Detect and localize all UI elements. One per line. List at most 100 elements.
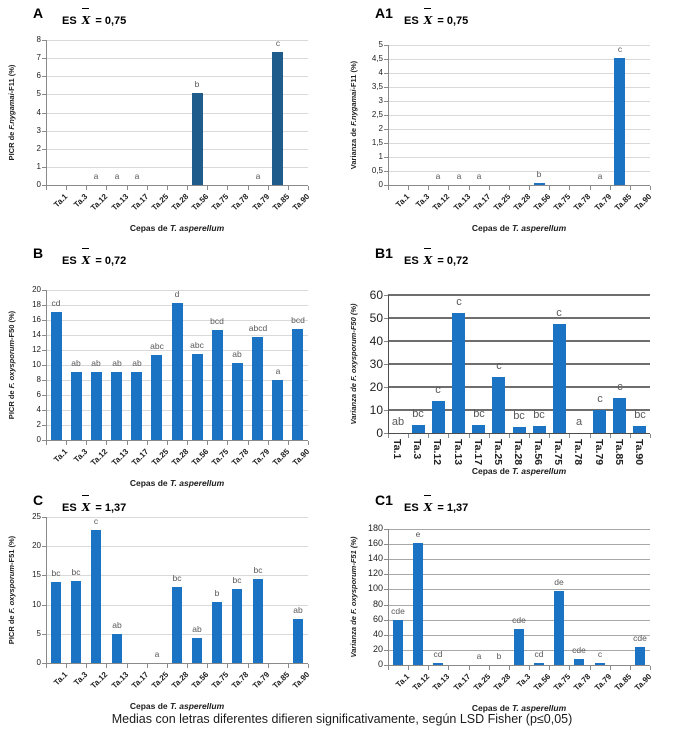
x-tick-label: Ta.85 [613,439,625,466]
gridline [388,529,650,530]
x-tick-mark [106,664,107,668]
x-tick-label: Ta.1 [391,439,403,460]
gridline [46,40,308,41]
bar-ta-90 [293,619,303,663]
significance-letter: a [575,416,583,428]
x-tick-mark [127,441,128,445]
y-tick-label: 12 [32,345,41,354]
y-axis-line [388,45,389,186]
y-tick-mark [42,149,46,150]
gridline [388,101,650,102]
x-tick-mark [187,664,188,668]
significance-letter: ab [91,358,101,368]
bar-ta-90 [292,329,303,440]
panel-label: A1 [375,5,393,21]
x-tick-mark [288,664,289,668]
bar-ta-56 [534,663,544,665]
gridline [46,575,308,576]
standard-error-label: ES X = 0,75 [404,14,469,27]
y-tick-label: 0 [376,426,383,440]
panel-label: B1 [375,245,393,261]
x-tick-mark [569,666,570,670]
gridline [388,589,650,590]
x-tick-mark [549,186,550,190]
x-tick-mark [529,434,530,438]
y-tick-mark [384,635,388,636]
y-tick-mark [42,58,46,59]
significance-letter: bc [71,567,81,577]
y-axis-line [388,295,389,434]
x-tick-mark [630,186,631,190]
y-tick-label: 0 [377,659,383,669]
y-tick-label: 1,5 [371,138,383,147]
bar-ta-75 [554,591,564,665]
x-tick-mark [248,186,249,190]
y-tick-label: 16 [32,315,41,324]
bar-ta-13 [112,634,122,663]
x-tick-mark [448,666,449,670]
bar-ta-25 [492,377,505,433]
y-tick-mark [384,59,388,60]
y-tick-label: 4 [36,108,41,117]
y-tick-label: 4 [36,405,41,414]
significance-letter: cde [512,615,526,625]
x-tick-mark [529,186,530,190]
x-tick-mark [106,186,107,190]
y-tick-mark [384,87,388,88]
x-axis-title: Cepas de T. asperellum [129,223,225,233]
significance-letter: e [415,529,421,539]
bar-ta-56 [533,426,546,433]
y-tick-mark [42,76,46,77]
x-tick-mark [590,186,591,190]
bar-ta-79 [253,579,263,663]
bar-ta-3 [71,581,81,663]
bar-ta-56 [192,638,202,663]
x-tick-mark [529,666,530,670]
y-tick-label: 8 [36,35,41,44]
gridline [46,113,308,114]
y-tick-mark [42,575,46,576]
x-tick-mark [610,186,611,190]
y-tick-label: 10 [32,600,41,609]
y-axis-line [46,290,47,441]
y-tick-mark [42,305,46,306]
x-tick-label: Ta.78 [572,439,584,466]
y-tick-mark [42,131,46,132]
x-tick-mark [288,441,289,445]
x-axis-title: Cepas de T. asperellum [129,478,225,488]
x-tick-label: Ta.13 [452,439,464,466]
x-tick-mark [187,186,188,190]
x-tick-mark [590,434,591,438]
y-tick-label: 50 [369,311,383,325]
x-tick-mark [388,186,389,190]
x-tick-mark [549,666,550,670]
significance-letter: c [617,381,623,393]
y-tick-mark [42,663,46,664]
chart-panel-b: B ES X = 0,72 PICR de F. oxysporum-F50 (… [0,240,342,488]
x-bar-symbol: X [81,14,91,27]
y-tick-mark [384,185,388,186]
gridline [388,73,650,74]
y-tick-mark [42,440,46,441]
y-tick-mark [384,341,388,342]
x-tick-mark [147,664,148,668]
x-tick-mark [207,664,208,668]
y-tick-label: 20 [32,285,41,294]
chart-panel-a: A ES X = 0,75 PICR de F.nygamai-F11 (%) 0… [0,0,342,240]
x-axis-line [388,433,650,434]
bar-ta-12 [413,543,423,665]
gridline [46,546,308,547]
x-tick-mark [227,441,228,445]
bar-ta-75 [212,330,223,440]
significance-letter: d [174,289,180,299]
significance-letter: a [476,171,482,181]
x-tick-mark [46,664,47,668]
significance-letter: c [556,307,562,319]
y-tick-label: 5 [378,40,383,49]
y-tick-label: 20 [369,380,383,394]
x-tick-mark [308,664,309,668]
x-tick-mark [650,434,651,438]
y-tick-mark [384,544,388,545]
x-tick-mark [569,186,570,190]
bar-ta-28 [172,587,182,663]
